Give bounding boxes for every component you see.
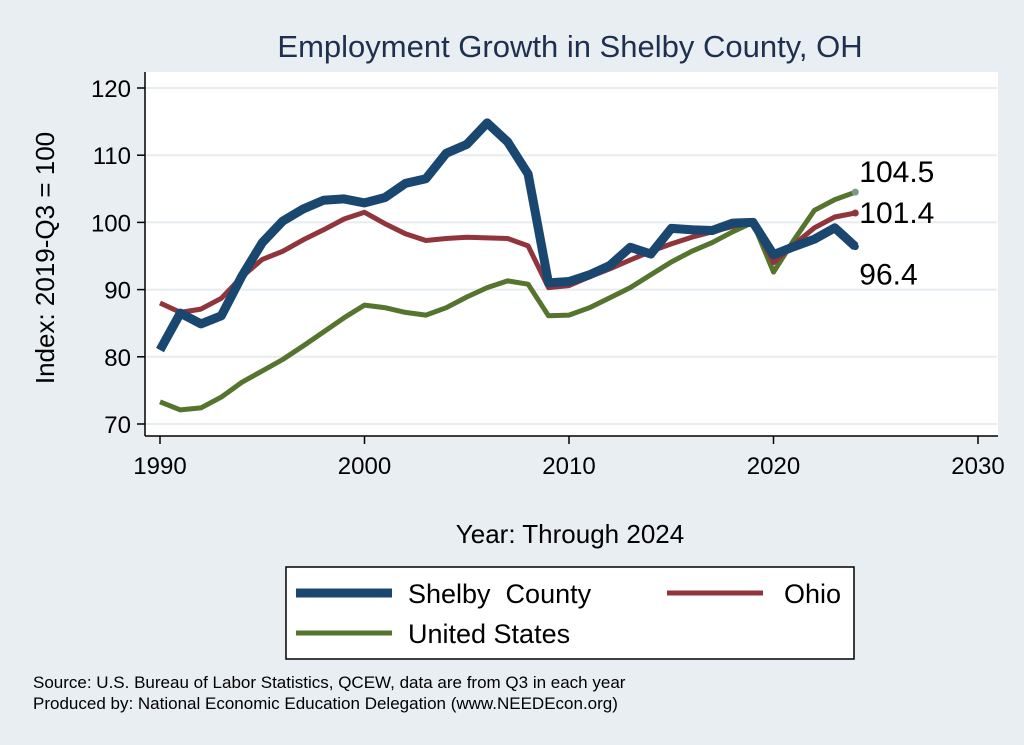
end-marker-0 (851, 243, 859, 251)
producer-note: Produced by: National Economic Education… (33, 694, 618, 713)
series-layer (156, 118, 859, 413)
source-note: Source: U.S. Bureau of Labor Statistics,… (33, 673, 626, 692)
end-marker-2 (851, 188, 859, 196)
y-tick-label-80: 80 (104, 345, 131, 372)
legend-label-ohio: Ohio (784, 579, 841, 609)
y-tick-label-100: 100 (91, 210, 131, 237)
x-axis-ticks: 1990 2000 2010 2020 2030 (133, 436, 1005, 480)
end-label-ohio: 101.4 (859, 197, 934, 230)
x-tick-label-2000: 2000 (338, 453, 391, 480)
x-axis-title: Year: Through 2024 (456, 519, 684, 549)
x-tick-label-2020: 2020 (747, 453, 800, 480)
y-tick-label-70: 70 (104, 412, 131, 439)
x-tick-label-2010: 2010 (542, 453, 595, 480)
end-marker-1 (851, 209, 859, 217)
x-tick-label-2030: 2030 (951, 453, 1004, 480)
y-tick-label-90: 90 (104, 278, 131, 305)
y-tick-label-110: 110 (93, 143, 131, 170)
series-line-shelby-county (156, 118, 859, 353)
chart-title: Employment Growth in Shelby County, OH (277, 29, 862, 64)
legend-box (285, 566, 855, 660)
x-tick-label-1990: 1990 (133, 453, 186, 480)
legend: Shelby County Ohio United States (296, 579, 841, 649)
y-axis-title: Index: 2019-Q3 = 100 (30, 132, 60, 384)
legend-label-shelby-county: Shelby County (408, 579, 592, 609)
plot-area (145, 72, 998, 436)
end-label-shelby-county: 96.4 (859, 259, 917, 292)
y-tick-label-120: 120 (91, 76, 131, 103)
series-line-united-states (159, 189, 857, 413)
legend-label-united-states: United States (408, 619, 570, 649)
end-label-united-states: 104.5 (859, 156, 934, 189)
end-labels: 96.4 101.4 104.5 (851, 156, 934, 292)
y-axis-ticks: 70 80 90 100 110 120 (91, 76, 145, 439)
